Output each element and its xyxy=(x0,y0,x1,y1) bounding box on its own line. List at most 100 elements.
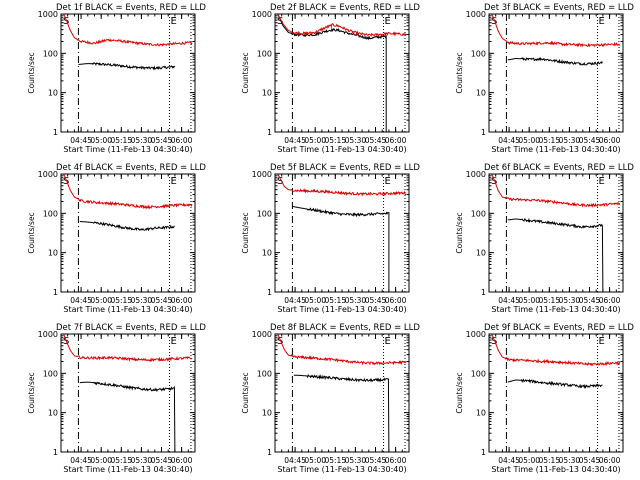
x-axis-label: Start Time (11-Feb-13 04:30:40) xyxy=(63,465,192,474)
x-tick-label: 04:45 xyxy=(498,456,520,465)
end-marker-label: E xyxy=(171,16,177,27)
plot-frame xyxy=(488,13,624,133)
x-tick-label: 05:30 xyxy=(345,456,367,465)
y-tick-label: 1000 xyxy=(252,10,272,19)
x-tick-label: 06:00 xyxy=(171,296,193,305)
y-tick-label: 100 xyxy=(471,209,486,218)
y-tick-label: 1 xyxy=(267,128,272,137)
start-marker-label: S xyxy=(491,16,497,27)
x-tick-label: 06:00 xyxy=(385,456,407,465)
panel-title: Det 9f BLACK = Events, RED = LLD xyxy=(484,323,634,333)
y-tick-label: 1000 xyxy=(38,10,58,19)
x-tick-label: 05:45 xyxy=(151,296,173,305)
events-series-line xyxy=(79,381,176,453)
x-axis-label: Start Time (11-Feb-13 04:30:40) xyxy=(277,145,406,154)
y-tick-label: 10 xyxy=(476,249,486,258)
x-tick-label: 05:45 xyxy=(579,456,601,465)
y-tick-label: 1000 xyxy=(466,170,486,179)
lld-series-line xyxy=(277,173,407,197)
x-tick-label: 05:00 xyxy=(518,136,540,145)
panel-det-4: Det 4f BLACK = Events, RED = LLD S E 1 10 100… xyxy=(27,163,206,314)
y-axis-label: Counts/sec xyxy=(27,372,36,413)
end-marker-label: E xyxy=(599,336,605,347)
y-tick-label: 1000 xyxy=(38,330,58,339)
y-tick-label: 1000 xyxy=(252,330,272,339)
x-axis-label: Start Time (11-Feb-13 04:30:40) xyxy=(491,465,620,474)
start-marker-label: S xyxy=(277,336,283,347)
x-tick-label: 06:00 xyxy=(599,456,621,465)
panel-title: Det 8f BLACK = Events, RED = LLD xyxy=(270,323,420,333)
y-tick-label: 1 xyxy=(481,448,486,457)
start-marker-label: S xyxy=(63,16,69,27)
panel-det-9: Det 9f BLACK = Events, RED = LLD S E 1 10 100… xyxy=(455,323,634,474)
x-tick-label: 04:45 xyxy=(284,296,306,305)
x-tick-label: 05:00 xyxy=(90,456,112,465)
panel-det-5: Det 5f BLACK = Events, RED = LLD S E 1 10 100… xyxy=(241,163,420,314)
events-series-line xyxy=(78,61,176,71)
events-series-line xyxy=(507,378,603,389)
x-tick-label: 05:45 xyxy=(151,456,173,465)
end-marker-label: E xyxy=(599,16,605,27)
lld-series-line xyxy=(277,333,407,366)
x-tick-label: 05:30 xyxy=(345,296,367,305)
x-tick-label: 05:45 xyxy=(365,296,387,305)
x-tick-label: 05:00 xyxy=(90,136,112,145)
plot-frame xyxy=(60,173,196,293)
x-axis-label: Start Time (11-Feb-13 04:30:40) xyxy=(277,305,406,314)
y-tick-label: 1 xyxy=(53,128,58,137)
end-marker-label: E xyxy=(171,176,177,187)
y-tick-label: 1 xyxy=(267,288,272,297)
x-tick-label: 04:45 xyxy=(70,456,92,465)
x-tick-label: 05:30 xyxy=(131,296,153,305)
end-marker-label: E xyxy=(171,336,177,347)
panel-title: Det 2f BLACK = Events, RED = LLD xyxy=(270,3,420,13)
x-axis-label: Start Time (11-Feb-13 04:30:40) xyxy=(491,305,620,314)
x-tick-label: 05:30 xyxy=(559,296,581,305)
panel-det-6: Det 6f BLACK = Events, RED = LLD S E 1 10 100… xyxy=(455,163,634,314)
events-series-line xyxy=(79,221,175,232)
x-tick-label: 04:45 xyxy=(70,136,92,145)
y-tick-label: 1000 xyxy=(466,330,486,339)
panel-title: Det 7f BLACK = Events, RED = LLD xyxy=(56,323,206,333)
x-tick-label: 05:00 xyxy=(304,296,326,305)
plot-frame xyxy=(488,333,624,453)
x-tick-label: 06:00 xyxy=(599,296,621,305)
x-tick-label: 06:00 xyxy=(385,296,407,305)
x-axis-label: Start Time (11-Feb-13 04:30:40) xyxy=(277,465,406,474)
x-tick-label: 04:45 xyxy=(284,456,306,465)
start-marker-label: S xyxy=(491,336,497,347)
events-series-line xyxy=(507,217,604,293)
end-marker-label: E xyxy=(385,176,391,187)
x-tick-label: 04:45 xyxy=(498,136,520,145)
plot-frame xyxy=(60,13,196,133)
y-tick-label: 100 xyxy=(257,209,272,218)
y-tick-label: 100 xyxy=(257,369,272,378)
start-marker-label: S xyxy=(277,176,283,187)
end-marker-label: E xyxy=(385,16,391,27)
y-axis-label: Counts/sec xyxy=(241,212,250,253)
x-tick-label: 05:45 xyxy=(365,136,387,145)
start-marker-label: S xyxy=(491,176,497,187)
x-axis-label: Start Time (11-Feb-13 04:30:40) xyxy=(63,145,192,154)
panel-title: Det 3f BLACK = Events, RED = LLD xyxy=(484,3,634,13)
y-tick-label: 1000 xyxy=(252,170,272,179)
y-axis-label: Counts/sec xyxy=(241,52,250,93)
panel-title: Det 4f BLACK = Events, RED = LLD xyxy=(56,163,206,173)
start-marker-label: S xyxy=(277,16,283,27)
x-tick-label: 05:30 xyxy=(131,136,153,145)
x-tick-label: 05:15 xyxy=(538,136,560,145)
x-tick-label: 05:15 xyxy=(110,456,132,465)
x-tick-label: 06:00 xyxy=(171,136,193,145)
end-marker-label: E xyxy=(385,336,391,347)
lld-series-line xyxy=(63,333,193,363)
x-tick-label: 05:15 xyxy=(538,296,560,305)
x-tick-label: 05:30 xyxy=(559,456,581,465)
lld-series-line xyxy=(63,13,193,47)
y-tick-label: 10 xyxy=(262,249,272,258)
y-tick-label: 1 xyxy=(53,448,58,457)
y-tick-label: 100 xyxy=(471,369,486,378)
x-tick-label: 05:30 xyxy=(131,456,153,465)
y-tick-label: 10 xyxy=(48,249,58,258)
x-axis-label: Start Time (11-Feb-13 04:30:40) xyxy=(63,305,192,314)
